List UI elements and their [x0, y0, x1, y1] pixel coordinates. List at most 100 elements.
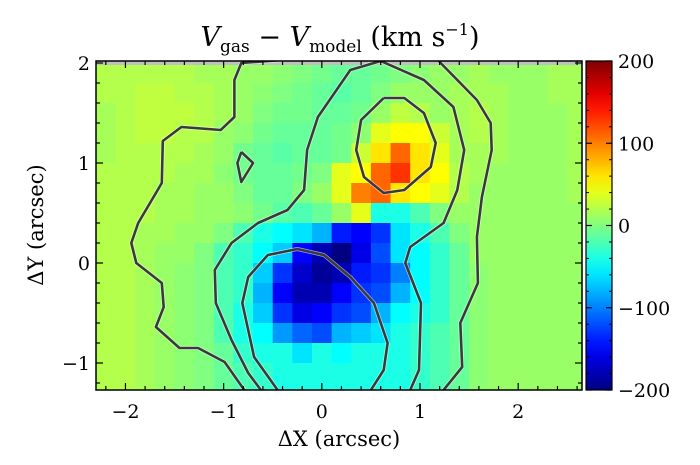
- heatmap-cell: [469, 183, 490, 204]
- heatmap-cell: [508, 203, 529, 224]
- heatmap-cell: [547, 263, 568, 284]
- heatmap-cell: [115, 323, 136, 344]
- heatmap-plot-area: [95, 60, 583, 391]
- heatmap-cell: [194, 263, 215, 284]
- heatmap-cell: [410, 83, 431, 104]
- heatmap-cell: [115, 83, 136, 104]
- heatmap-cell: [547, 143, 568, 164]
- contour-line: [437, 61, 494, 390]
- heatmap-cell: [390, 143, 411, 164]
- heatmap-cell: [115, 143, 136, 164]
- heatmap-cell: [174, 303, 195, 324]
- heatmap-cell: [253, 63, 274, 84]
- heatmap-cell: [135, 343, 156, 364]
- heatmap-cell: [174, 183, 195, 204]
- heatmap-cell: [154, 223, 176, 244]
- heatmap-cell: [194, 143, 215, 164]
- heatmap-cell: [528, 123, 549, 144]
- heatmap-cell: [449, 343, 470, 364]
- heatmap-cell: [331, 343, 352, 364]
- heatmap-cell: [370, 223, 392, 244]
- heatmap-cell: [449, 283, 470, 304]
- heatmap-cell: [351, 103, 372, 124]
- heatmap-cell: [312, 83, 333, 104]
- heatmap-cell: [292, 203, 313, 224]
- heatmap-cell: [508, 83, 529, 104]
- heatmap-cell: [488, 163, 509, 184]
- heatmap-cell: [567, 263, 582, 284]
- heatmap-cell: [351, 343, 372, 364]
- heatmap-cell: [312, 163, 333, 184]
- heatmap-cell: [194, 163, 215, 184]
- heatmap-cell: [292, 83, 313, 104]
- heatmap-cell: [272, 103, 293, 124]
- heatmap-cell: [154, 103, 176, 124]
- heatmap-cell: [154, 203, 176, 224]
- heatmap-cell: [567, 143, 582, 164]
- heatmap-cell: [253, 143, 274, 164]
- heatmap-cell: [331, 183, 352, 204]
- heatmap-cell: [528, 243, 549, 264]
- heatmap-cell: [547, 223, 568, 244]
- heatmap-cell: [154, 363, 176, 384]
- heatmap-cell: [508, 63, 529, 84]
- heatmap-cell: [135, 83, 156, 104]
- heatmap-cell: [194, 283, 215, 304]
- heatmap-cell: [449, 203, 470, 224]
- heatmap-cell: [233, 243, 254, 264]
- heatmap-cell: [351, 283, 372, 304]
- contour-line: [241, 247, 389, 390]
- heatmap-cell: [508, 123, 529, 144]
- heatmap-cell: [272, 63, 293, 84]
- heatmap-cell: [469, 123, 490, 144]
- heatmap-cell: [488, 343, 509, 364]
- heatmap-cell: [154, 343, 176, 364]
- heatmap-cell: [135, 123, 156, 144]
- heatmap-cell: [528, 63, 549, 84]
- heatmap-cell: [213, 263, 235, 284]
- heatmap-cell: [312, 123, 333, 144]
- heatmap-cell: [390, 223, 411, 244]
- heatmap-cell: [154, 263, 176, 284]
- heatmap-cell: [96, 223, 117, 244]
- heatmap-cell: [429, 343, 451, 364]
- heatmap-cell: [528, 223, 549, 244]
- heatmap-cell: [312, 203, 333, 224]
- heatmap-cell: [488, 143, 509, 164]
- heatmap-cell: [488, 283, 509, 304]
- heatmap-cell: [331, 243, 352, 264]
- heatmap-cell: [96, 343, 117, 364]
- heatmap-cell: [567, 103, 582, 124]
- heatmap-cell: [567, 303, 582, 324]
- heatmap-cell: [547, 283, 568, 304]
- heatmap-cell: [567, 183, 582, 204]
- heatmap-cell: [292, 323, 313, 344]
- heatmap-cell: [115, 103, 136, 124]
- heatmap-cell: [194, 103, 215, 124]
- heatmap-cell: [410, 183, 431, 204]
- heatmap-cell: [135, 303, 156, 324]
- heatmap-cell: [567, 323, 582, 344]
- heatmap-cell: [410, 263, 431, 284]
- heatmap-cell: [253, 303, 274, 324]
- heatmap-cell: [174, 103, 195, 124]
- heatmap-cell: [253, 243, 274, 264]
- heatmap-cell: [135, 163, 156, 184]
- heatmap-cell: [449, 303, 470, 324]
- heatmap-cell: [488, 83, 509, 104]
- heatmap-cell: [174, 363, 195, 384]
- heatmap-cell: [370, 163, 392, 184]
- heatmap-cell: [508, 343, 529, 364]
- heatmap-cell: [390, 163, 411, 184]
- heatmap-cell: [547, 203, 568, 224]
- heatmap-cell: [96, 83, 117, 104]
- heatmap-cell: [174, 283, 195, 304]
- heatmap-cell: [547, 243, 568, 264]
- colorbar-tick-label: −200: [618, 380, 670, 402]
- heatmap-cell: [174, 163, 195, 184]
- heatmap-cell: [567, 283, 582, 304]
- heatmap-cell: [292, 303, 313, 324]
- heatmap-cell: [253, 83, 274, 104]
- heatmap-cell: [410, 123, 431, 144]
- heatmap-cell: [410, 243, 431, 264]
